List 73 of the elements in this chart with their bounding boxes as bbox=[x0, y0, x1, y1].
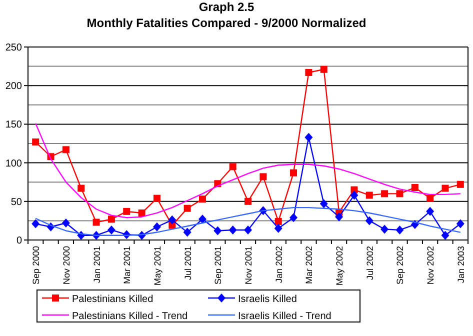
point bbox=[366, 192, 373, 199]
point bbox=[381, 190, 388, 198]
y-tick-label: 200 bbox=[5, 81, 22, 92]
point bbox=[426, 194, 434, 202]
x-tick-label: Mar 2002 bbox=[304, 246, 314, 284]
point bbox=[426, 206, 434, 216]
point bbox=[32, 138, 40, 146]
point bbox=[244, 198, 252, 205]
point bbox=[198, 196, 206, 203]
point bbox=[350, 190, 358, 200]
point bbox=[320, 66, 328, 73]
y-tick-label: 250 bbox=[5, 42, 22, 54]
point bbox=[396, 225, 404, 234]
point bbox=[107, 225, 116, 234]
x-tick-label: Jan 2002 bbox=[274, 246, 284, 284]
point bbox=[153, 194, 160, 202]
legend-label: Israelis Killed bbox=[238, 294, 297, 305]
point bbox=[32, 219, 40, 228]
point bbox=[198, 214, 206, 224]
point bbox=[441, 230, 450, 240]
x-tick-label: May 2001 bbox=[152, 246, 162, 286]
point bbox=[456, 180, 464, 188]
x-tick-label: Nov 2001 bbox=[244, 246, 254, 285]
point bbox=[168, 215, 176, 224]
point bbox=[228, 225, 237, 234]
x-tick-label: May 2002 bbox=[334, 246, 345, 286]
y-tick-label: 150 bbox=[5, 120, 22, 131]
point bbox=[380, 224, 389, 234]
point bbox=[320, 199, 328, 208]
point bbox=[62, 218, 70, 228]
x-tick-label: Nov 2002 bbox=[426, 246, 436, 285]
point bbox=[184, 204, 191, 212]
legend-label: Palestinians Killed bbox=[72, 294, 154, 305]
x-tick-label: Jan 2001 bbox=[92, 246, 102, 284]
point bbox=[305, 68, 312, 76]
y-tick-label: 100 bbox=[5, 158, 22, 170]
point bbox=[396, 190, 404, 198]
point bbox=[442, 184, 449, 192]
chart-subtitle: Monthly Fatalities Compared - 9/2000 Normalized bbox=[86, 16, 366, 30]
point bbox=[290, 169, 298, 176]
point bbox=[123, 208, 130, 215]
point bbox=[138, 209, 146, 216]
x-tick-label: Jul 2001 bbox=[182, 246, 193, 280]
point bbox=[365, 216, 374, 226]
point bbox=[108, 216, 115, 223]
point bbox=[214, 226, 222, 236]
y-tick-label: 0 bbox=[16, 236, 22, 246]
point bbox=[274, 218, 282, 225]
point bbox=[152, 222, 161, 232]
point bbox=[244, 225, 252, 234]
point bbox=[274, 224, 282, 233]
point bbox=[183, 228, 192, 237]
point bbox=[335, 212, 344, 222]
point bbox=[229, 163, 236, 170]
point bbox=[92, 218, 100, 226]
point bbox=[78, 184, 85, 192]
x-tick-label: Sep 2002 bbox=[395, 246, 406, 285]
x-tick-label: Sep 2001 bbox=[213, 246, 224, 285]
legend-label: Palestinians Killed - Trend bbox=[72, 311, 188, 322]
point bbox=[304, 132, 313, 142]
y-tick-label: 50 bbox=[10, 196, 22, 208]
x-tick-label: Jan 2003 bbox=[456, 246, 466, 284]
point bbox=[260, 173, 267, 180]
chart-title: Graph 2.5 bbox=[198, 0, 254, 14]
x-tick-label: Sep 2000 bbox=[31, 246, 42, 285]
point bbox=[411, 184, 418, 192]
point bbox=[456, 219, 464, 228]
x-tick-label: Mar 2001 bbox=[122, 246, 132, 284]
x-tick-label: Jul 2002 bbox=[364, 246, 375, 280]
legend-label: Israelis Killed - Trend bbox=[238, 311, 332, 322]
point bbox=[62, 146, 70, 154]
x-tick-label: Nov 2000 bbox=[61, 246, 72, 285]
point bbox=[290, 213, 298, 222]
